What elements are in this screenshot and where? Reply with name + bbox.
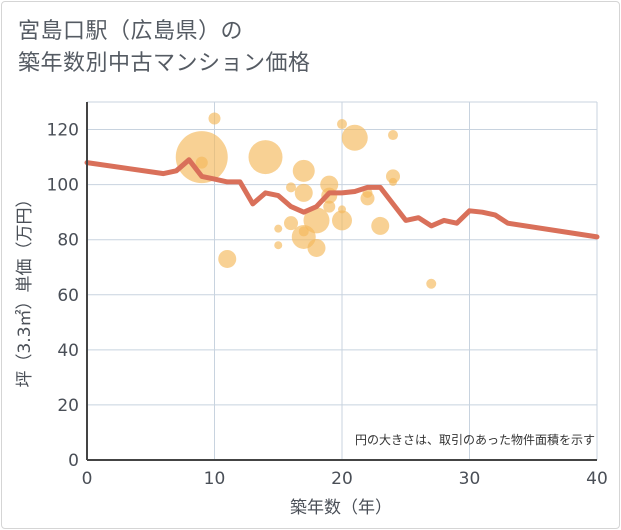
data-bubble	[274, 241, 283, 250]
data-bubble	[332, 210, 352, 231]
data-bubble	[292, 159, 315, 182]
data-bubble	[338, 205, 346, 214]
bubble-series	[175, 112, 437, 289]
data-bubble	[218, 249, 237, 268]
chart-title-line-1: 宮島口駅（広島県）の	[18, 19, 244, 44]
data-bubble	[386, 169, 400, 184]
y-tick-label: 40	[57, 341, 79, 361]
x-tick-label: 40	[586, 469, 608, 489]
y-tick-label: 20	[57, 396, 79, 416]
x-tick-label: 30	[459, 469, 481, 489]
trend-line	[84, 157, 600, 240]
y-tick-label: 80	[57, 231, 79, 251]
x-axis-label: 築年数（年）	[290, 498, 392, 518]
x-tick-label: 0	[82, 469, 93, 489]
data-bubble	[286, 182, 296, 193]
y-tick-label: 120	[47, 121, 79, 141]
data-bubble	[248, 140, 283, 175]
size-note: 円の大きさは、取引のあった物件面積を示す	[355, 432, 595, 447]
data-bubble	[341, 124, 368, 151]
grid-lines	[87, 101, 598, 460]
data-bubble	[371, 216, 390, 235]
chart-title: 宮島口駅（広島県）の 築年数別中古マンション価格	[18, 16, 311, 80]
y-tick-label: 100	[47, 176, 79, 196]
data-bubble	[426, 278, 437, 289]
data-bubble	[307, 238, 326, 257]
data-bubble	[323, 200, 336, 213]
data-bubble	[303, 207, 330, 234]
axes	[86, 102, 597, 461]
chart-title-line-2: 築年数別中古マンション価格	[18, 51, 311, 76]
data-bubble	[389, 177, 397, 186]
data-bubble	[294, 183, 313, 202]
data-bubble	[298, 226, 309, 237]
x-tick-label: 20	[331, 469, 353, 489]
x-tick-label: 10	[204, 469, 226, 489]
data-bubble	[208, 112, 221, 125]
tick-labels: 0 20 40 60 80 100 120 0 10 20 30 40	[47, 121, 608, 489]
y-tick-label: 60	[57, 286, 79, 306]
data-bubble	[274, 224, 283, 233]
data-bubble	[195, 156, 208, 169]
data-bubble	[284, 216, 298, 231]
data-bubble	[337, 119, 347, 130]
y-axis-label: 坪（3.3㎡）単価（万円）	[15, 190, 35, 387]
y-tick-label: 0	[68, 451, 79, 471]
data-bubble	[388, 130, 398, 141]
